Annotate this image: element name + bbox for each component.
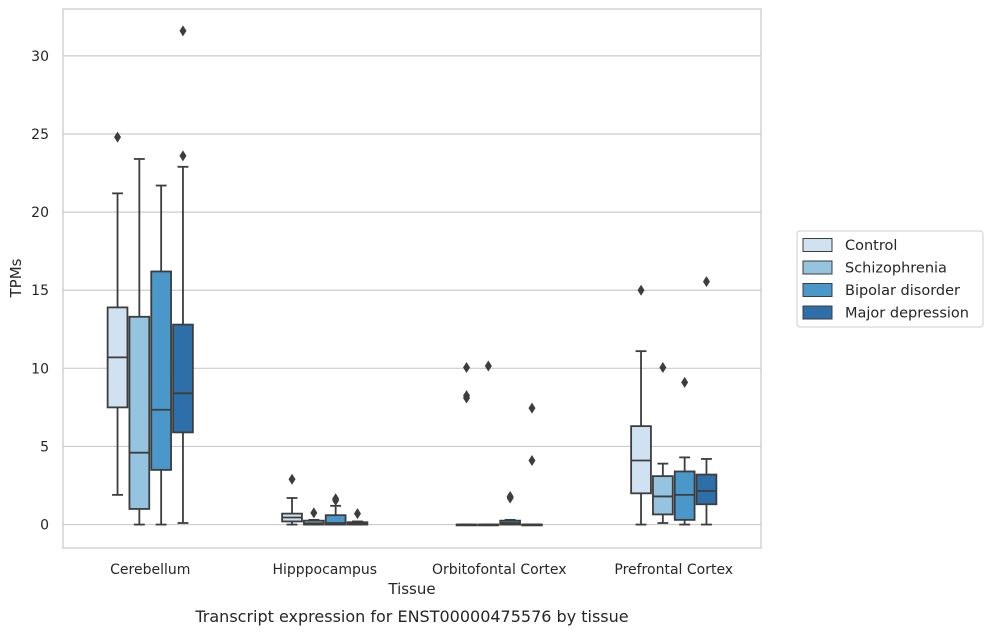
box-groups: [106, 25, 718, 527]
box: [499, 490, 521, 526]
legend-swatch: [802, 305, 833, 320]
outlier-point: [353, 508, 361, 520]
outlier-point: [528, 455, 536, 467]
chart-title: Transcript expression for ENST0000047557…: [194, 607, 628, 626]
outlier-point: [506, 490, 514, 502]
legend-swatch: [802, 283, 833, 297]
outlier-point: [288, 473, 296, 485]
box-iqr: [172, 323, 194, 434]
legend-label: Major depression: [845, 306, 969, 322]
y-tick-label: 5: [40, 439, 49, 455]
box: [477, 360, 500, 527]
box: [346, 508, 369, 526]
box: [673, 376, 696, 526]
outlier-point: [179, 150, 187, 162]
x-tick-label: Orbitofontal Cortex: [432, 562, 567, 578]
box: [150, 184, 172, 526]
legend-swatch: [802, 260, 833, 275]
box: [695, 276, 718, 526]
legend-items: Control Schizophrenia Bipolar disorder Majo…: [802, 238, 969, 322]
legend-frame: [796, 230, 984, 328]
legend-swatch: [802, 238, 833, 252]
box: [303, 507, 325, 526]
box: [455, 362, 478, 527]
y-tick-label: 0: [40, 518, 49, 534]
y-tick-label: 30: [31, 49, 49, 65]
outlier-point: [702, 276, 710, 288]
x-axis-ticks: Cerebellum Hipppocampus Orbitofontal Corte…: [110, 562, 733, 578]
box-iqr: [695, 473, 718, 506]
outlier-point: [310, 507, 318, 519]
outlier-point: [463, 362, 471, 374]
outlier-point: [528, 402, 536, 414]
x-axis-title: Tissue: [387, 580, 435, 598]
box: [630, 284, 652, 526]
legend-label: Schizophrenia: [845, 261, 947, 277]
plot-frame: [62, 8, 762, 549]
box-iqr: [150, 270, 172, 471]
legend: Control Schizophrenia Bipolar disorder Majo…: [796, 230, 984, 328]
box: [172, 25, 194, 524]
box: [281, 473, 303, 526]
outlier-point: [114, 131, 122, 143]
legend-label: Control: [845, 238, 897, 254]
outlier-point: [659, 362, 667, 374]
y-axis-title: TPMs: [7, 258, 25, 298]
x-tick-label: Cerebellum: [110, 562, 190, 578]
outlier-point: [681, 376, 689, 388]
x-tick-label: Hipppocampus: [272, 562, 377, 578]
box-iqr: [128, 315, 151, 510]
box: [652, 362, 674, 524]
box: [324, 493, 347, 526]
x-tick-label: Prefrontal Cortex: [614, 562, 733, 578]
box: [106, 131, 129, 496]
box-iqr: [324, 514, 347, 526]
outlier-point: [179, 25, 187, 37]
y-tick-label: 15: [31, 283, 49, 299]
y-axis-ticks: 0 5 10 15 20 25 30: [31, 49, 49, 534]
box: [521, 402, 543, 527]
y-tick-label: 10: [31, 361, 49, 377]
outlier-point: [637, 284, 645, 296]
box-iqr: [652, 475, 674, 516]
y-tick-label: 20: [31, 205, 49, 221]
outlier-point: [463, 390, 471, 402]
box: [128, 158, 151, 526]
outlier-point: [484, 360, 492, 372]
y-tick-label: 25: [31, 127, 49, 143]
outlier-point: [332, 493, 340, 505]
legend-label: Bipolar disorder: [845, 283, 960, 299]
